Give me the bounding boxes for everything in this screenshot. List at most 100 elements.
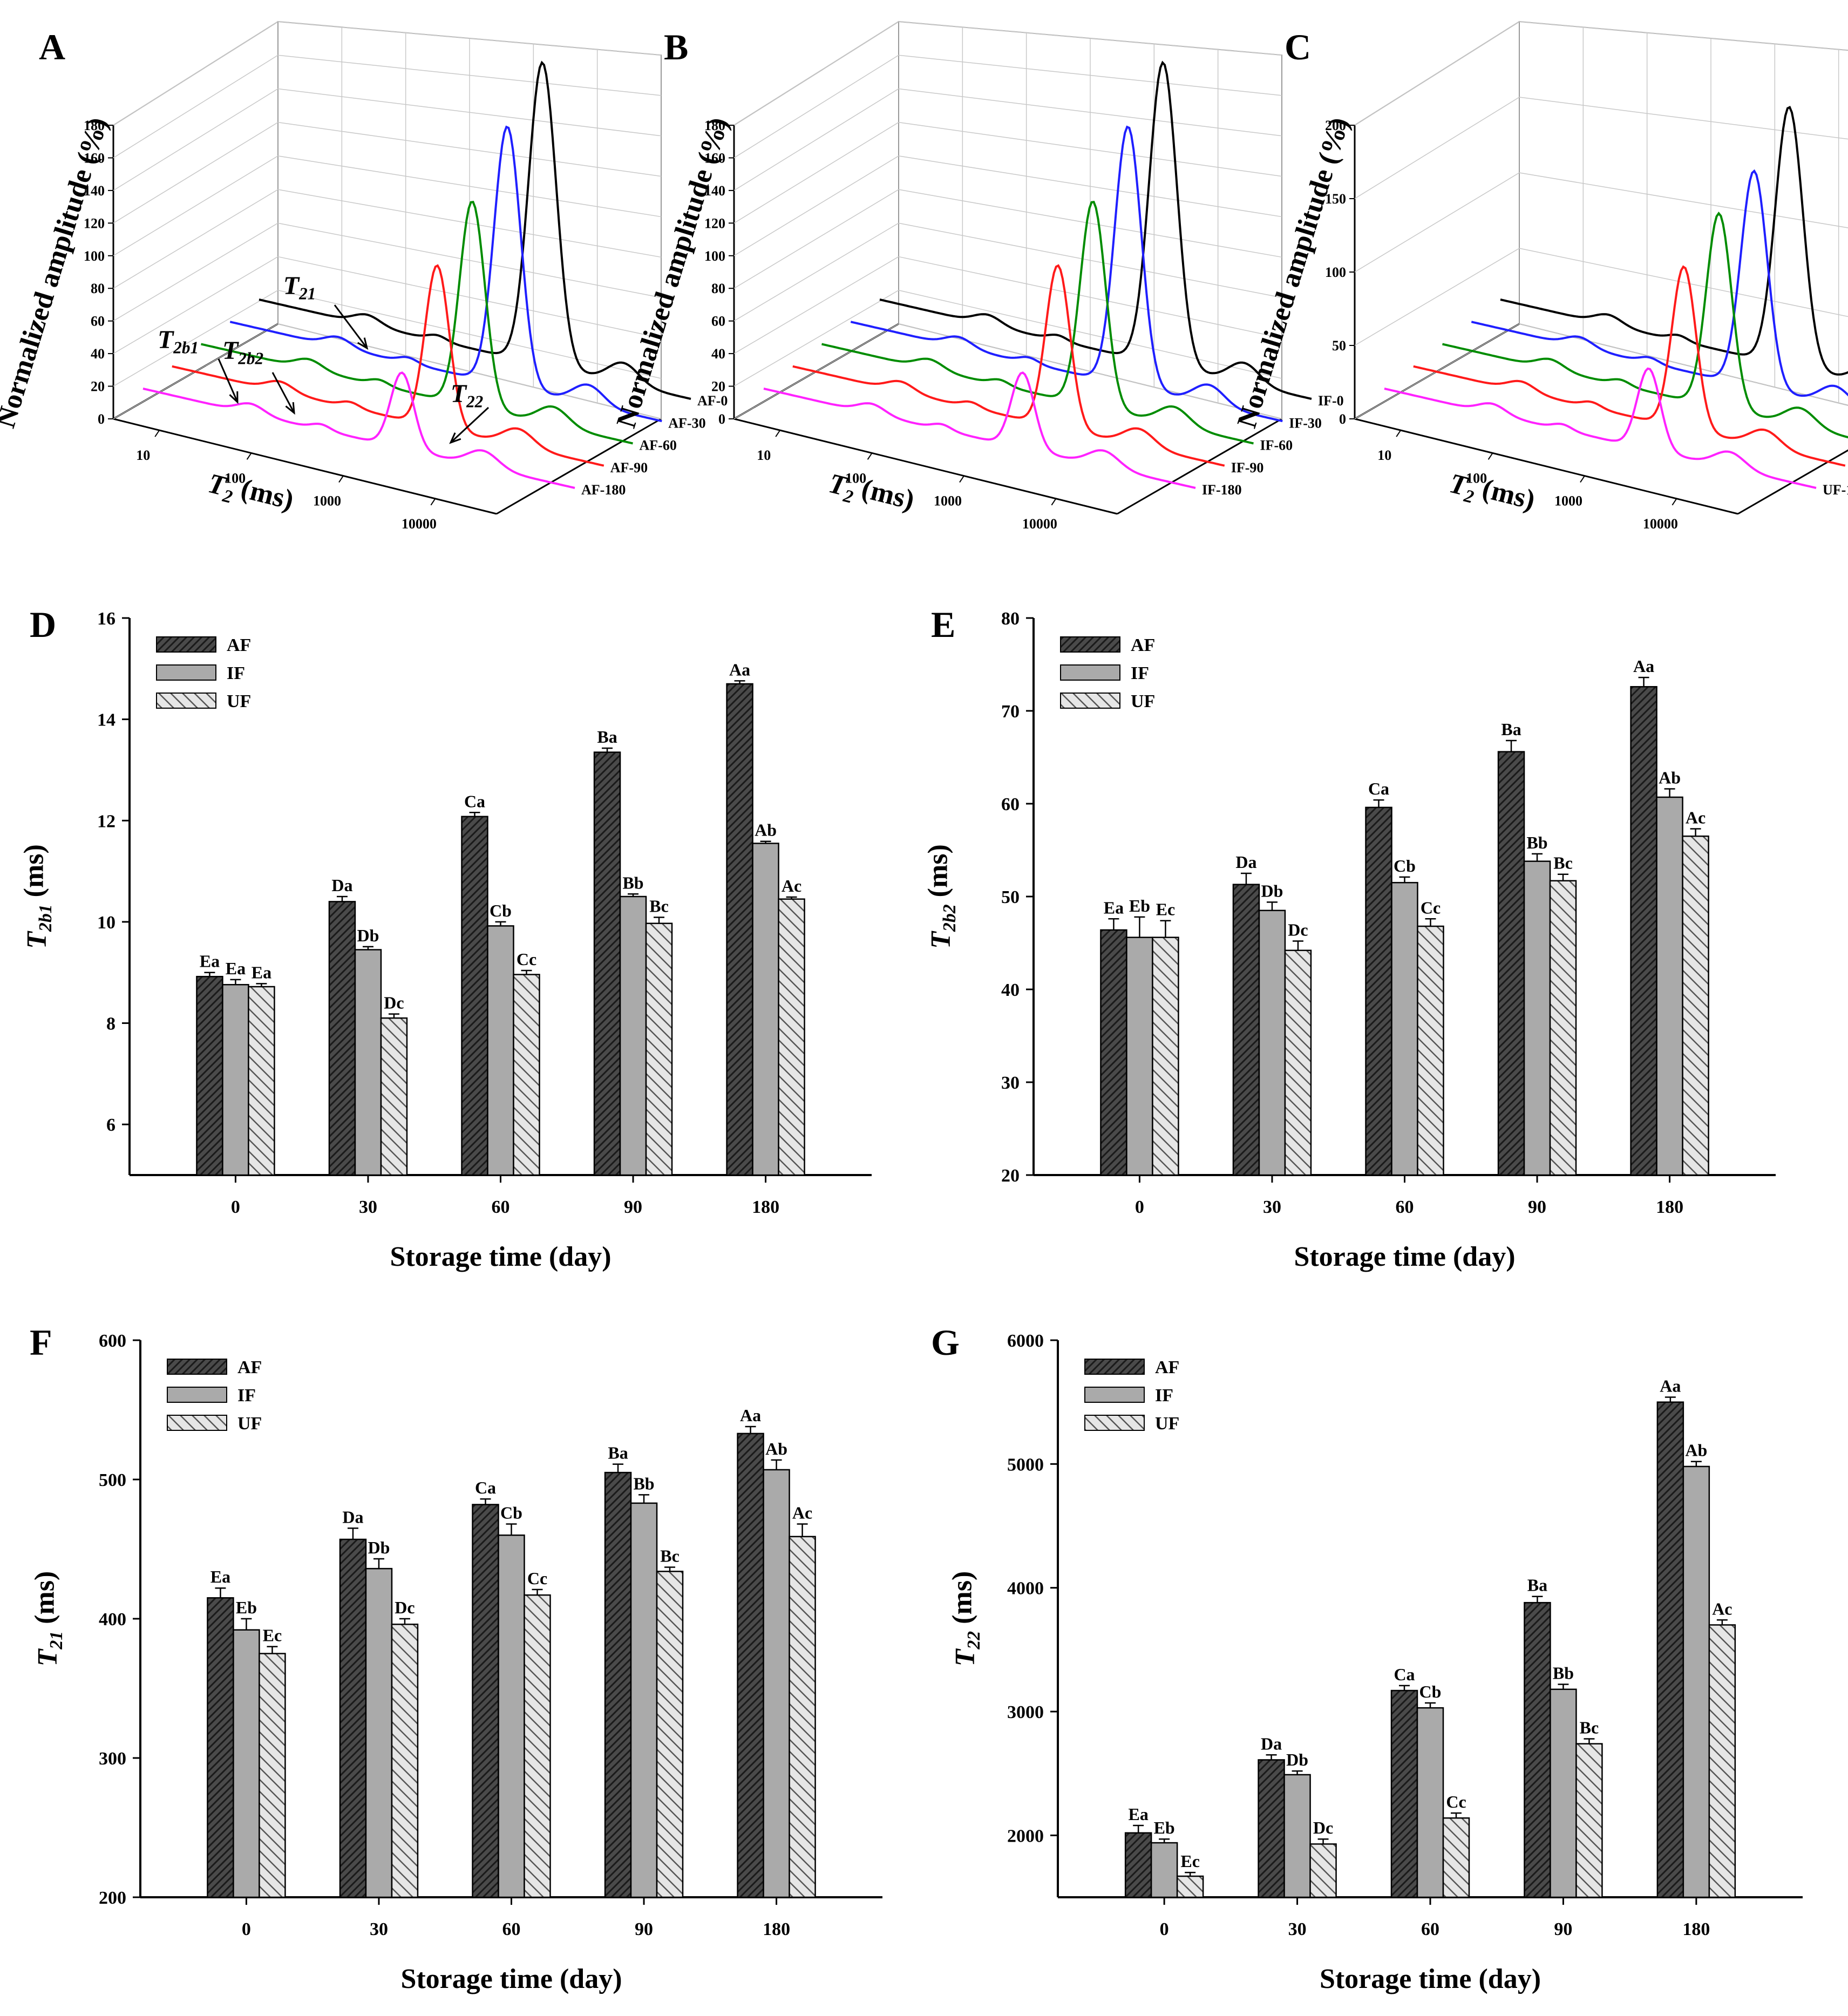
y-tick-label: 80 — [1001, 609, 1020, 629]
bar-IF — [1391, 881, 1418, 1176]
x-tick-label: 10 — [136, 447, 150, 463]
back-wall — [1519, 21, 1848, 406]
legend-label: UF — [227, 691, 251, 711]
back-grid-h — [898, 121, 1282, 177]
significance-label: Aa — [729, 660, 750, 679]
bar-AF — [328, 901, 356, 1176]
y-tick-label: 40 — [1001, 980, 1020, 1000]
series-curve — [1471, 169, 1848, 397]
y-axis-label-unit: (ms) — [19, 844, 50, 904]
bar-IF — [1550, 1688, 1577, 1898]
significance-label: Ab — [1685, 1441, 1707, 1460]
back-grid-h — [277, 121, 662, 177]
x-tick-label: 100 — [225, 470, 246, 486]
bar-UF — [1284, 949, 1312, 1176]
legend-swatch — [167, 1359, 227, 1375]
back-grid-h — [898, 155, 1282, 218]
bar-IF — [763, 1469, 790, 1898]
x-tick — [154, 430, 160, 437]
significance-label: Bc — [1580, 1718, 1599, 1737]
significance-label: Ec — [1156, 900, 1176, 919]
y-tick-label: 300 — [99, 1749, 126, 1769]
significance-label: Ca — [1368, 779, 1389, 798]
z-tick-label: 80 — [711, 281, 725, 296]
y-tick-label: 500 — [99, 1470, 126, 1490]
bar-AF — [1656, 1401, 1684, 1898]
legend-swatch — [156, 664, 216, 681]
x-tick-label: 1000 — [1554, 493, 1582, 509]
significance-label: Cb — [1394, 856, 1416, 875]
back-grid-h — [898, 21, 1282, 56]
z-tick-label: 100 — [704, 248, 725, 264]
bar-IF — [365, 1567, 393, 1898]
significance-label: Bb — [633, 1474, 654, 1493]
x-tick-label: 0 — [1135, 1197, 1144, 1217]
y-axis-label: T21 (ms) — [30, 1571, 67, 1667]
significance-label: Ea — [210, 1567, 230, 1586]
x-tick-label: 90 — [1528, 1197, 1546, 1217]
back-grid-h — [277, 55, 662, 96]
back-grid-h — [277, 189, 662, 258]
z-tick-label: 0 — [98, 411, 105, 427]
y-axis-label-sub: 2b2 — [940, 904, 960, 932]
x-axis-label: T2 (ms) — [1445, 465, 1538, 522]
back-grid-h — [277, 21, 662, 56]
bar-AF — [604, 1471, 632, 1898]
legend-label: UF — [237, 1414, 262, 1434]
side-grid-h — [733, 155, 899, 256]
side-grid-h — [733, 55, 899, 159]
bar-AF — [196, 975, 223, 1176]
y-tick-label: 16 — [97, 609, 116, 629]
significance-label: Ac — [1686, 807, 1706, 827]
x-tick-label: 60 — [492, 1197, 510, 1217]
bar-UF — [1549, 880, 1577, 1176]
back-grid-h — [898, 256, 1282, 338]
series-label: IF-0 — [1318, 393, 1344, 409]
legend-label: IF — [1131, 663, 1149, 683]
bar-AF — [339, 1538, 367, 1898]
bar-IF — [1523, 860, 1551, 1176]
z-tick-label: 120 — [84, 215, 105, 231]
significance-label: Ca — [475, 1478, 496, 1497]
significance-label: Cb — [500, 1503, 522, 1523]
bar-UF — [1682, 835, 1709, 1176]
annotation-label-main: T — [451, 379, 467, 408]
side-grid-h — [113, 21, 278, 126]
series-label: AF-90 — [610, 460, 648, 476]
significance-label: Db — [1286, 1750, 1308, 1769]
annotation-label-main: T — [222, 336, 239, 365]
significance-label: Aa — [1633, 656, 1654, 676]
bar-UF — [259, 1653, 286, 1898]
y-axis-label: T2b1 (ms) — [19, 844, 56, 949]
bar-AF — [1497, 751, 1525, 1176]
side-grid-h — [733, 290, 899, 387]
x-tick-label: 0 — [1160, 1919, 1169, 1939]
side-grid-h — [113, 189, 278, 289]
series-curve — [172, 264, 604, 467]
bar-UF — [1152, 936, 1179, 1176]
significance-label: Dc — [1313, 1818, 1333, 1837]
series-label: IF-180 — [1202, 482, 1242, 498]
x-tick-label: 10000 — [1022, 516, 1057, 532]
x-tick-label: 90 — [1554, 1919, 1572, 1939]
chart-E: 20 30 40 50 60 70 80 0 Ea Eb Ec 30 Da Db Dc 60 Ca Cb Cc 90 B… — [923, 604, 1776, 1272]
legend-swatch — [1084, 1359, 1145, 1375]
z-tick-label: 50 — [1332, 338, 1346, 354]
x-tick-label: 0 — [242, 1919, 251, 1939]
floor-front-edge — [1354, 418, 1738, 515]
bar-AF — [1124, 1832, 1152, 1898]
bar-AF — [1390, 1689, 1418, 1898]
back-grid-h — [277, 222, 662, 298]
x-axis-label: Storage time (day) — [390, 1241, 611, 1272]
side-grid-h — [113, 222, 278, 322]
x-tick-label: 1000 — [934, 493, 962, 509]
significance-label: Eb — [1154, 1818, 1175, 1837]
z-tick-label: 120 — [704, 215, 725, 231]
z-tick-label: 60 — [711, 314, 725, 329]
y-tick-label: 400 — [99, 1610, 126, 1630]
bar-AF — [1630, 686, 1657, 1176]
significance-label: Db — [368, 1538, 390, 1557]
